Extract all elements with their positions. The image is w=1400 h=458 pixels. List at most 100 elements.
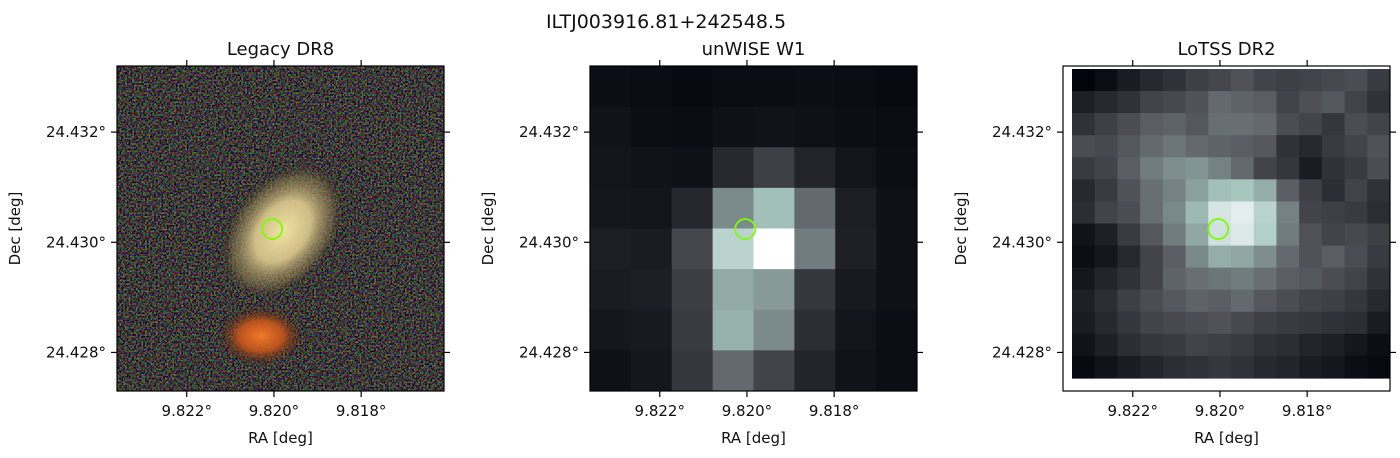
x-tick-label: 9.822° bbox=[162, 402, 212, 420]
heatmap-cell bbox=[1162, 223, 1187, 247]
y-axis-label: Dec [deg] bbox=[6, 192, 24, 266]
heatmap-cell bbox=[671, 350, 714, 391]
heatmap-cell bbox=[1276, 113, 1300, 136]
heatmap-cell bbox=[1162, 201, 1187, 225]
heatmap-cell bbox=[1299, 333, 1323, 357]
heatmap-cell bbox=[1117, 157, 1141, 180]
heatmap-cell bbox=[1321, 91, 1346, 114]
source-marker bbox=[1207, 218, 1230, 240]
y-tick-label: 24.432° bbox=[46, 123, 106, 141]
heatmap-cell bbox=[1094, 333, 1119, 357]
source-marker bbox=[261, 218, 284, 240]
heatmap-cell bbox=[630, 228, 673, 270]
heatmap-cell bbox=[1185, 289, 1209, 313]
heatmap-cell bbox=[1344, 223, 1368, 247]
heatmap-cell bbox=[590, 106, 632, 148]
heatmap-cell bbox=[1321, 311, 1346, 335]
x-axis-label: RA [deg] bbox=[248, 429, 313, 447]
heatmap-cell bbox=[1276, 245, 1300, 269]
heatmap-cell bbox=[794, 269, 836, 311]
panel-legacy-dr8: 9.822° 9.820° 9.818° 24.432° 24.430° 24.428° L… bbox=[6, 39, 450, 447]
heatmap-cell bbox=[1253, 245, 1278, 269]
heatmap-cell bbox=[835, 147, 877, 189]
heatmap-cell bbox=[835, 106, 877, 148]
heatmap-cell bbox=[753, 269, 795, 311]
heatmap-cell bbox=[1117, 333, 1141, 357]
heatmap-cell bbox=[1162, 355, 1187, 379]
heatmap-cell bbox=[1117, 135, 1141, 158]
x-tick-label: 9.822° bbox=[635, 402, 685, 420]
heatmap-cell bbox=[1162, 289, 1187, 313]
heatmap-cell bbox=[1208, 267, 1232, 291]
heatmap-cell bbox=[1072, 311, 1096, 335]
y-tick-label: 24.432° bbox=[519, 123, 579, 141]
heatmap-cell bbox=[590, 147, 632, 189]
heatmap-cell bbox=[1253, 113, 1278, 136]
heatmap-cell bbox=[1162, 69, 1187, 92]
heatmap-cell bbox=[1321, 223, 1346, 247]
heatmap-cell bbox=[630, 269, 673, 311]
heatmap-cell bbox=[1094, 69, 1119, 92]
heatmap-cell bbox=[1117, 311, 1141, 335]
heatmap-cell bbox=[876, 106, 917, 148]
heatmap-cell bbox=[1367, 223, 1390, 247]
heatmap-cell bbox=[1231, 311, 1255, 335]
heatmap-cell bbox=[1321, 69, 1346, 92]
panel-title: LoTSS DR2 bbox=[1177, 39, 1275, 60]
heatmap-cell bbox=[876, 147, 917, 189]
heatmap-cell bbox=[1344, 135, 1368, 158]
heatmap-cell bbox=[712, 228, 755, 270]
heatmap-cell bbox=[1321, 289, 1346, 313]
heatmap-cell bbox=[1140, 267, 1164, 291]
heatmap-cell bbox=[1276, 355, 1300, 379]
heatmap-cell bbox=[712, 269, 755, 311]
heatmap-cell bbox=[1094, 135, 1119, 158]
heatmap-cell bbox=[1094, 91, 1119, 114]
heatmap-cell bbox=[1344, 201, 1368, 225]
heatmap-cell bbox=[1208, 245, 1232, 269]
heatmap-cell bbox=[1094, 355, 1119, 379]
heatmap-cell bbox=[876, 66, 917, 108]
axes-frame bbox=[1062, 65, 1391, 392]
heatmap-cell bbox=[876, 309, 917, 351]
heatmap-cell bbox=[1094, 223, 1119, 247]
heatmap-cell bbox=[1321, 333, 1346, 357]
heatmap-cell bbox=[1140, 333, 1164, 357]
heatmap-cell bbox=[590, 66, 632, 108]
heatmap-cell bbox=[753, 309, 795, 351]
heatmap-cell bbox=[1276, 223, 1300, 247]
heatmap-cell bbox=[1231, 201, 1255, 225]
heatmap-cell bbox=[1140, 223, 1164, 247]
heatmap-cell bbox=[630, 187, 673, 230]
heatmap-cell bbox=[835, 66, 877, 108]
heatmap-cell bbox=[1162, 245, 1187, 269]
heatmap-cell bbox=[1117, 267, 1141, 291]
heatmap-cell bbox=[1367, 201, 1390, 225]
heatmap-cell bbox=[1299, 223, 1323, 247]
heatmap-cell bbox=[1208, 333, 1232, 357]
heatmap-cell bbox=[1072, 333, 1096, 357]
heatmap-cell bbox=[1276, 179, 1300, 203]
heatmap-cell bbox=[1253, 267, 1278, 291]
x-tick-label: 9.818° bbox=[336, 402, 386, 420]
heatmap-cell bbox=[1094, 113, 1119, 136]
heatmap-cell bbox=[1276, 201, 1300, 225]
heatmap-cell bbox=[1208, 179, 1232, 203]
heatmap-cell bbox=[753, 187, 795, 230]
heatmap-cell bbox=[712, 66, 755, 108]
heatmap-cell bbox=[590, 228, 632, 270]
heatmap-cell bbox=[1299, 91, 1323, 114]
heatmap-cell bbox=[1231, 157, 1255, 180]
heatmap-cell bbox=[794, 350, 836, 391]
heatmap-cell bbox=[590, 187, 632, 230]
heatmap-cell bbox=[1231, 179, 1255, 203]
y-tick-label: 24.428° bbox=[992, 343, 1052, 361]
panel-title: unWISE W1 bbox=[702, 39, 806, 60]
heatmap-cell bbox=[1367, 311, 1390, 335]
heatmap-cell bbox=[1344, 245, 1368, 269]
heatmap-cell bbox=[1162, 135, 1187, 158]
heatmap-cell bbox=[1344, 179, 1368, 203]
heatmap-cell bbox=[1208, 355, 1232, 379]
heatmap-cell bbox=[1299, 311, 1323, 335]
